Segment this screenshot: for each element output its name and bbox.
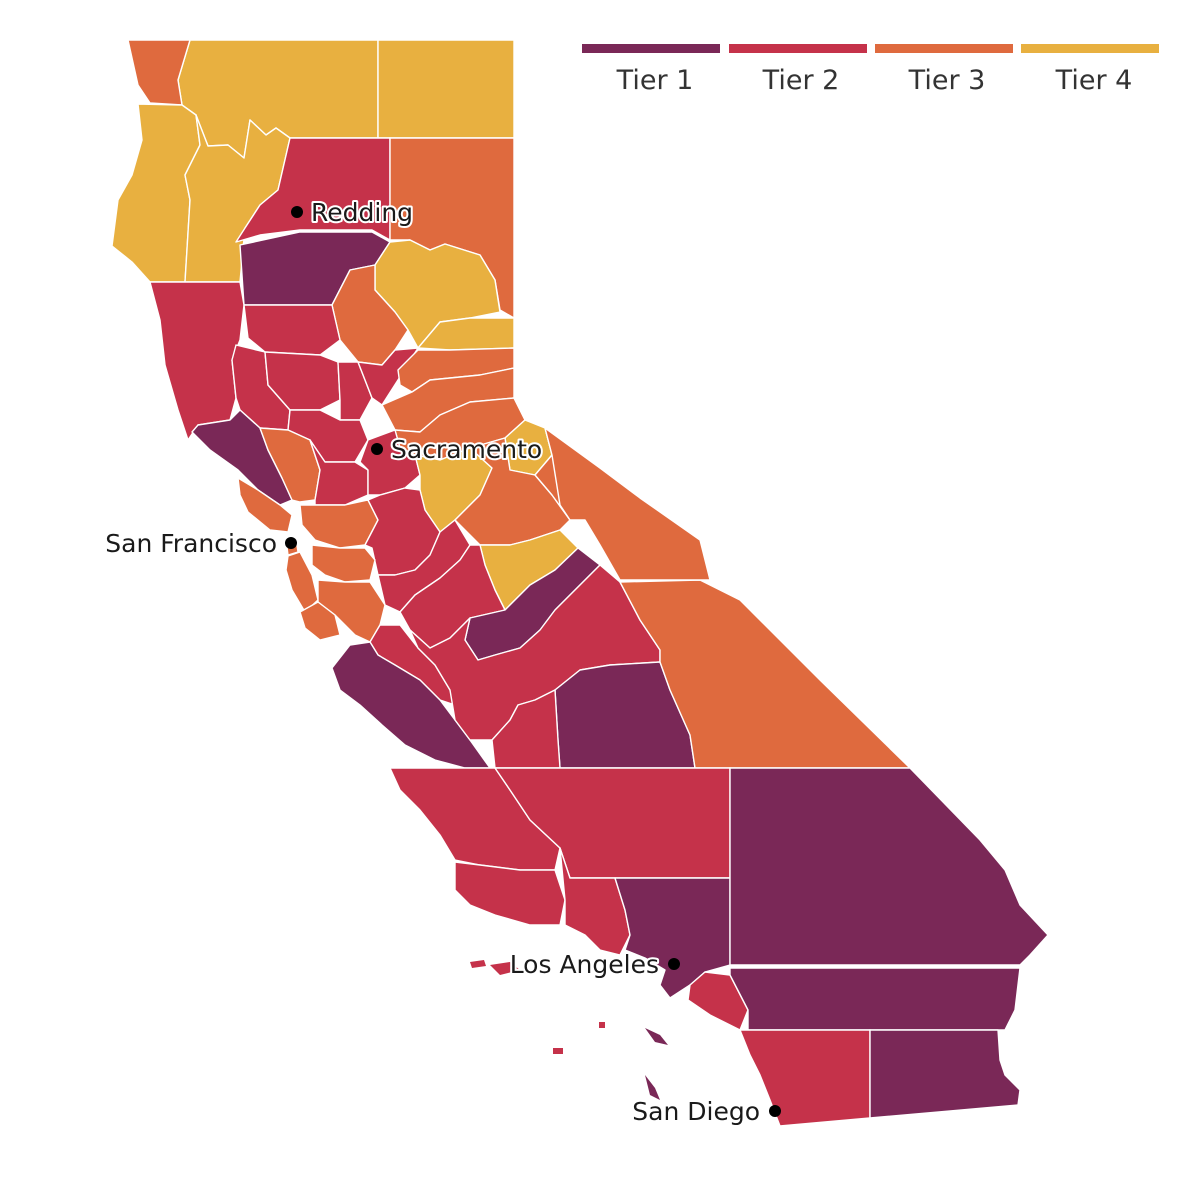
legend-item-tier-4: Tier 4 [1021, 44, 1159, 96]
island-santa-cruz [490, 962, 520, 975]
legend-swatch-tier-1 [582, 44, 720, 53]
county-del-norte [127, 39, 191, 106]
county-modoc [377, 39, 515, 139]
legend-item-tier-3: Tier 3 [875, 44, 1013, 96]
legend-swatch-tier-4 [1021, 44, 1159, 53]
city-redding: Redding [291, 196, 415, 229]
city-marker [371, 443, 383, 455]
legend-label-tier-1: Tier 1 [616, 65, 694, 96]
county-ventura [559, 847, 631, 956]
legend-item-tier-1: Tier 1 [582, 44, 720, 96]
county-napa [259, 427, 321, 503]
legend-label-tier-4: Tier 4 [1055, 65, 1133, 96]
city-label: Los Angeles [510, 950, 659, 979]
county-colusa [264, 351, 341, 411]
city-marker [668, 958, 680, 970]
island-santa-rosa [470, 960, 486, 968]
city-marker [291, 206, 303, 218]
county-glenn [243, 304, 341, 356]
county-alameda [311, 544, 376, 583]
county-inyo [619, 579, 911, 769]
city-label: Sacramento [391, 435, 542, 464]
county-contra-costa [299, 499, 379, 549]
city-sacramento: Sacramento [371, 433, 544, 466]
legend-item-tier-2: Tier 2 [729, 44, 867, 96]
island-catalina [645, 1028, 668, 1045]
legend-label-tier-2: Tier 2 [762, 65, 840, 96]
county-san-bernardino [729, 767, 1049, 966]
county-santa-cruz [299, 601, 341, 641]
counties [111, 39, 1049, 1127]
city-marker [769, 1105, 781, 1117]
legend-swatch-tier-2 [729, 44, 867, 53]
county-mono [544, 427, 711, 581]
city-label: San Diego [632, 1097, 760, 1126]
city-san-francisco: San Francisco [103, 527, 297, 560]
island-san-clemente [645, 1075, 660, 1100]
county-santa-barbara [454, 861, 566, 926]
island-santa-barbara-isle [599, 1022, 605, 1028]
legend-label-tier-3: Tier 3 [908, 65, 986, 96]
county-riverside [729, 967, 1021, 1031]
county-imperial [869, 1029, 1021, 1119]
city-label: Redding [311, 198, 413, 227]
county-mendocino [149, 281, 245, 441]
island-san-nicolas [553, 1048, 563, 1054]
legend: Tier 1 Tier 2 Tier 3 Tier 4 [582, 44, 1159, 96]
county-marin [237, 477, 293, 533]
county-solano [309, 439, 369, 506]
city-san-diego: San Diego [630, 1095, 781, 1128]
legend-swatch-tier-3 [875, 44, 1013, 53]
city-los-angeles: Los Angeles [508, 948, 680, 981]
city-label: San Francisco [105, 529, 277, 558]
county-orange [687, 971, 749, 1031]
city-marker [285, 537, 297, 549]
county-butte [331, 264, 409, 366]
